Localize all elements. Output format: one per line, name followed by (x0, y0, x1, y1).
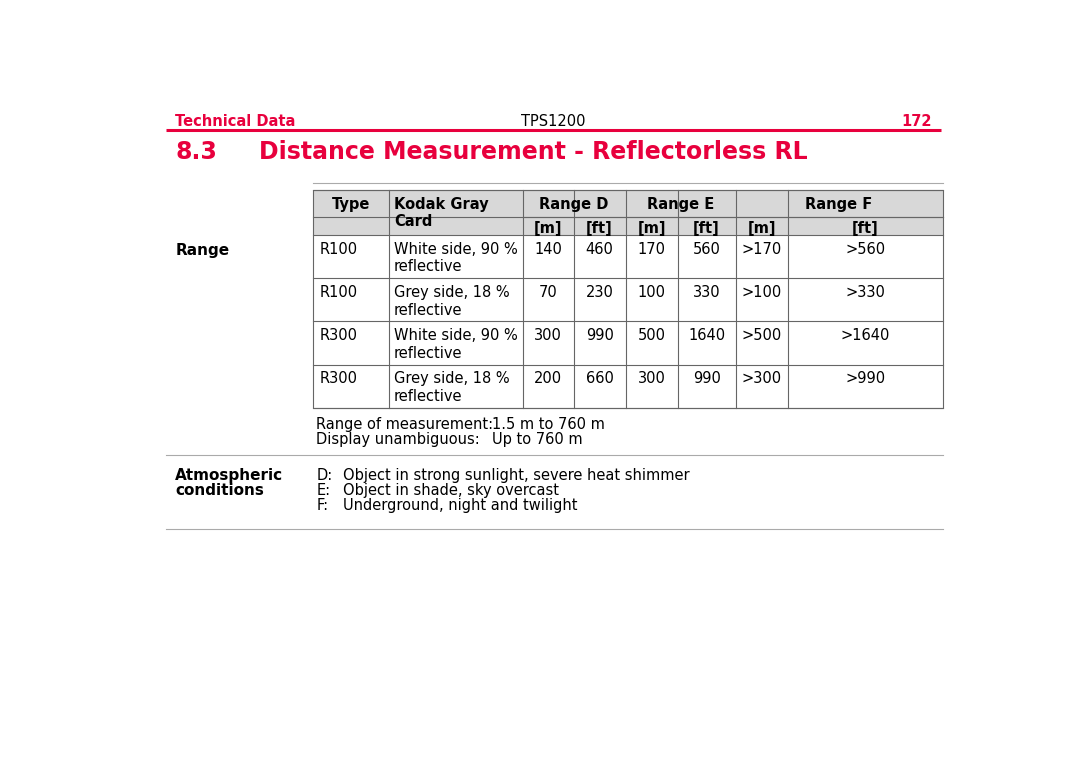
Text: Up to 760 m: Up to 760 m (491, 432, 582, 447)
Text: 70: 70 (539, 285, 557, 300)
Text: TPS1200: TPS1200 (522, 113, 585, 129)
Text: Range D: Range D (539, 197, 609, 211)
Text: Distance Measurement - Reflectorless RL: Distance Measurement - Reflectorless RL (259, 140, 808, 164)
Text: >500: >500 (742, 329, 782, 343)
Text: 140: 140 (535, 242, 562, 257)
Text: 500: 500 (637, 329, 665, 343)
Text: 300: 300 (637, 372, 665, 386)
Text: Range F: Range F (806, 197, 873, 211)
Text: Underground, night and twilight: Underground, night and twilight (342, 499, 577, 513)
Text: 172: 172 (901, 113, 932, 129)
Text: 8.3: 8.3 (175, 140, 217, 164)
Text: 460: 460 (585, 242, 613, 257)
Text: 560: 560 (692, 242, 720, 257)
Text: >300: >300 (742, 372, 782, 386)
Text: White side, 90 %
reflective: White side, 90 % reflective (394, 242, 517, 274)
Text: [ft]: [ft] (852, 221, 879, 235)
Text: Kodak Gray
Card: Kodak Gray Card (394, 197, 488, 229)
Text: 170: 170 (637, 242, 665, 257)
Text: 1.5 m to 760 m: 1.5 m to 760 m (491, 417, 605, 432)
Text: 990: 990 (692, 372, 720, 386)
Text: R100: R100 (320, 242, 357, 257)
Bar (313, 191, 943, 408)
Text: 990: 990 (585, 329, 613, 343)
Text: Object in strong sunlight, severe heat shimmer: Object in strong sunlight, severe heat s… (342, 468, 689, 483)
Text: 330: 330 (692, 285, 720, 300)
Bar (313, 191, 943, 235)
Text: [m]: [m] (534, 221, 563, 235)
Text: conditions: conditions (175, 483, 265, 498)
Text: R300: R300 (320, 329, 357, 343)
Text: 300: 300 (535, 329, 562, 343)
Text: Range E: Range E (647, 197, 714, 211)
Text: [m]: [m] (747, 221, 777, 235)
Text: E:: E: (316, 483, 330, 498)
Text: >330: >330 (846, 285, 886, 300)
Text: 660: 660 (585, 372, 613, 386)
Text: R100: R100 (320, 285, 357, 300)
Text: Atmospheric: Atmospheric (175, 468, 283, 483)
Text: >170: >170 (742, 242, 782, 257)
Text: [ft]: [ft] (586, 221, 613, 235)
Text: >100: >100 (742, 285, 782, 300)
Text: D:: D: (316, 468, 333, 483)
Text: White side, 90 %
reflective: White side, 90 % reflective (394, 329, 517, 361)
Text: [ft]: [ft] (693, 221, 720, 235)
Text: Object in shade, sky overcast: Object in shade, sky overcast (342, 483, 558, 498)
Text: Technical Data: Technical Data (175, 113, 296, 129)
Text: >1640: >1640 (840, 329, 890, 343)
Text: Grey side, 18 %
reflective: Grey side, 18 % reflective (394, 372, 510, 404)
Text: Type: Type (332, 197, 370, 211)
Text: Range: Range (175, 243, 229, 258)
Text: >990: >990 (846, 372, 886, 386)
Text: 1640: 1640 (688, 329, 725, 343)
Text: [m]: [m] (637, 221, 665, 235)
Text: Range of measurement:: Range of measurement: (316, 417, 494, 432)
Text: 230: 230 (585, 285, 613, 300)
Text: Grey side, 18 %
reflective: Grey side, 18 % reflective (394, 285, 510, 318)
Text: F:: F: (316, 499, 328, 513)
Text: R300: R300 (320, 372, 357, 386)
Text: 200: 200 (534, 372, 562, 386)
Text: >560: >560 (846, 242, 886, 257)
Text: Display unambiguous:: Display unambiguous: (316, 432, 481, 447)
Text: 100: 100 (637, 285, 665, 300)
